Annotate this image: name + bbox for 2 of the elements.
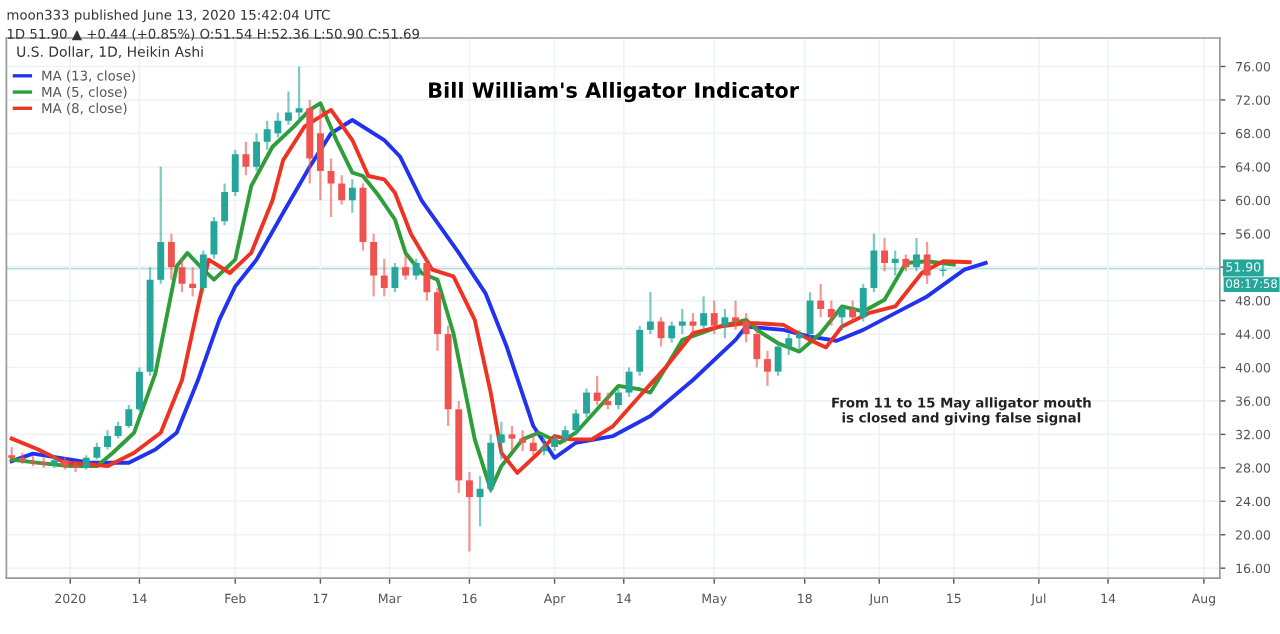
candlestick [72,460,80,474]
text: Bill William's Alligator Indicator [429,81,799,103]
